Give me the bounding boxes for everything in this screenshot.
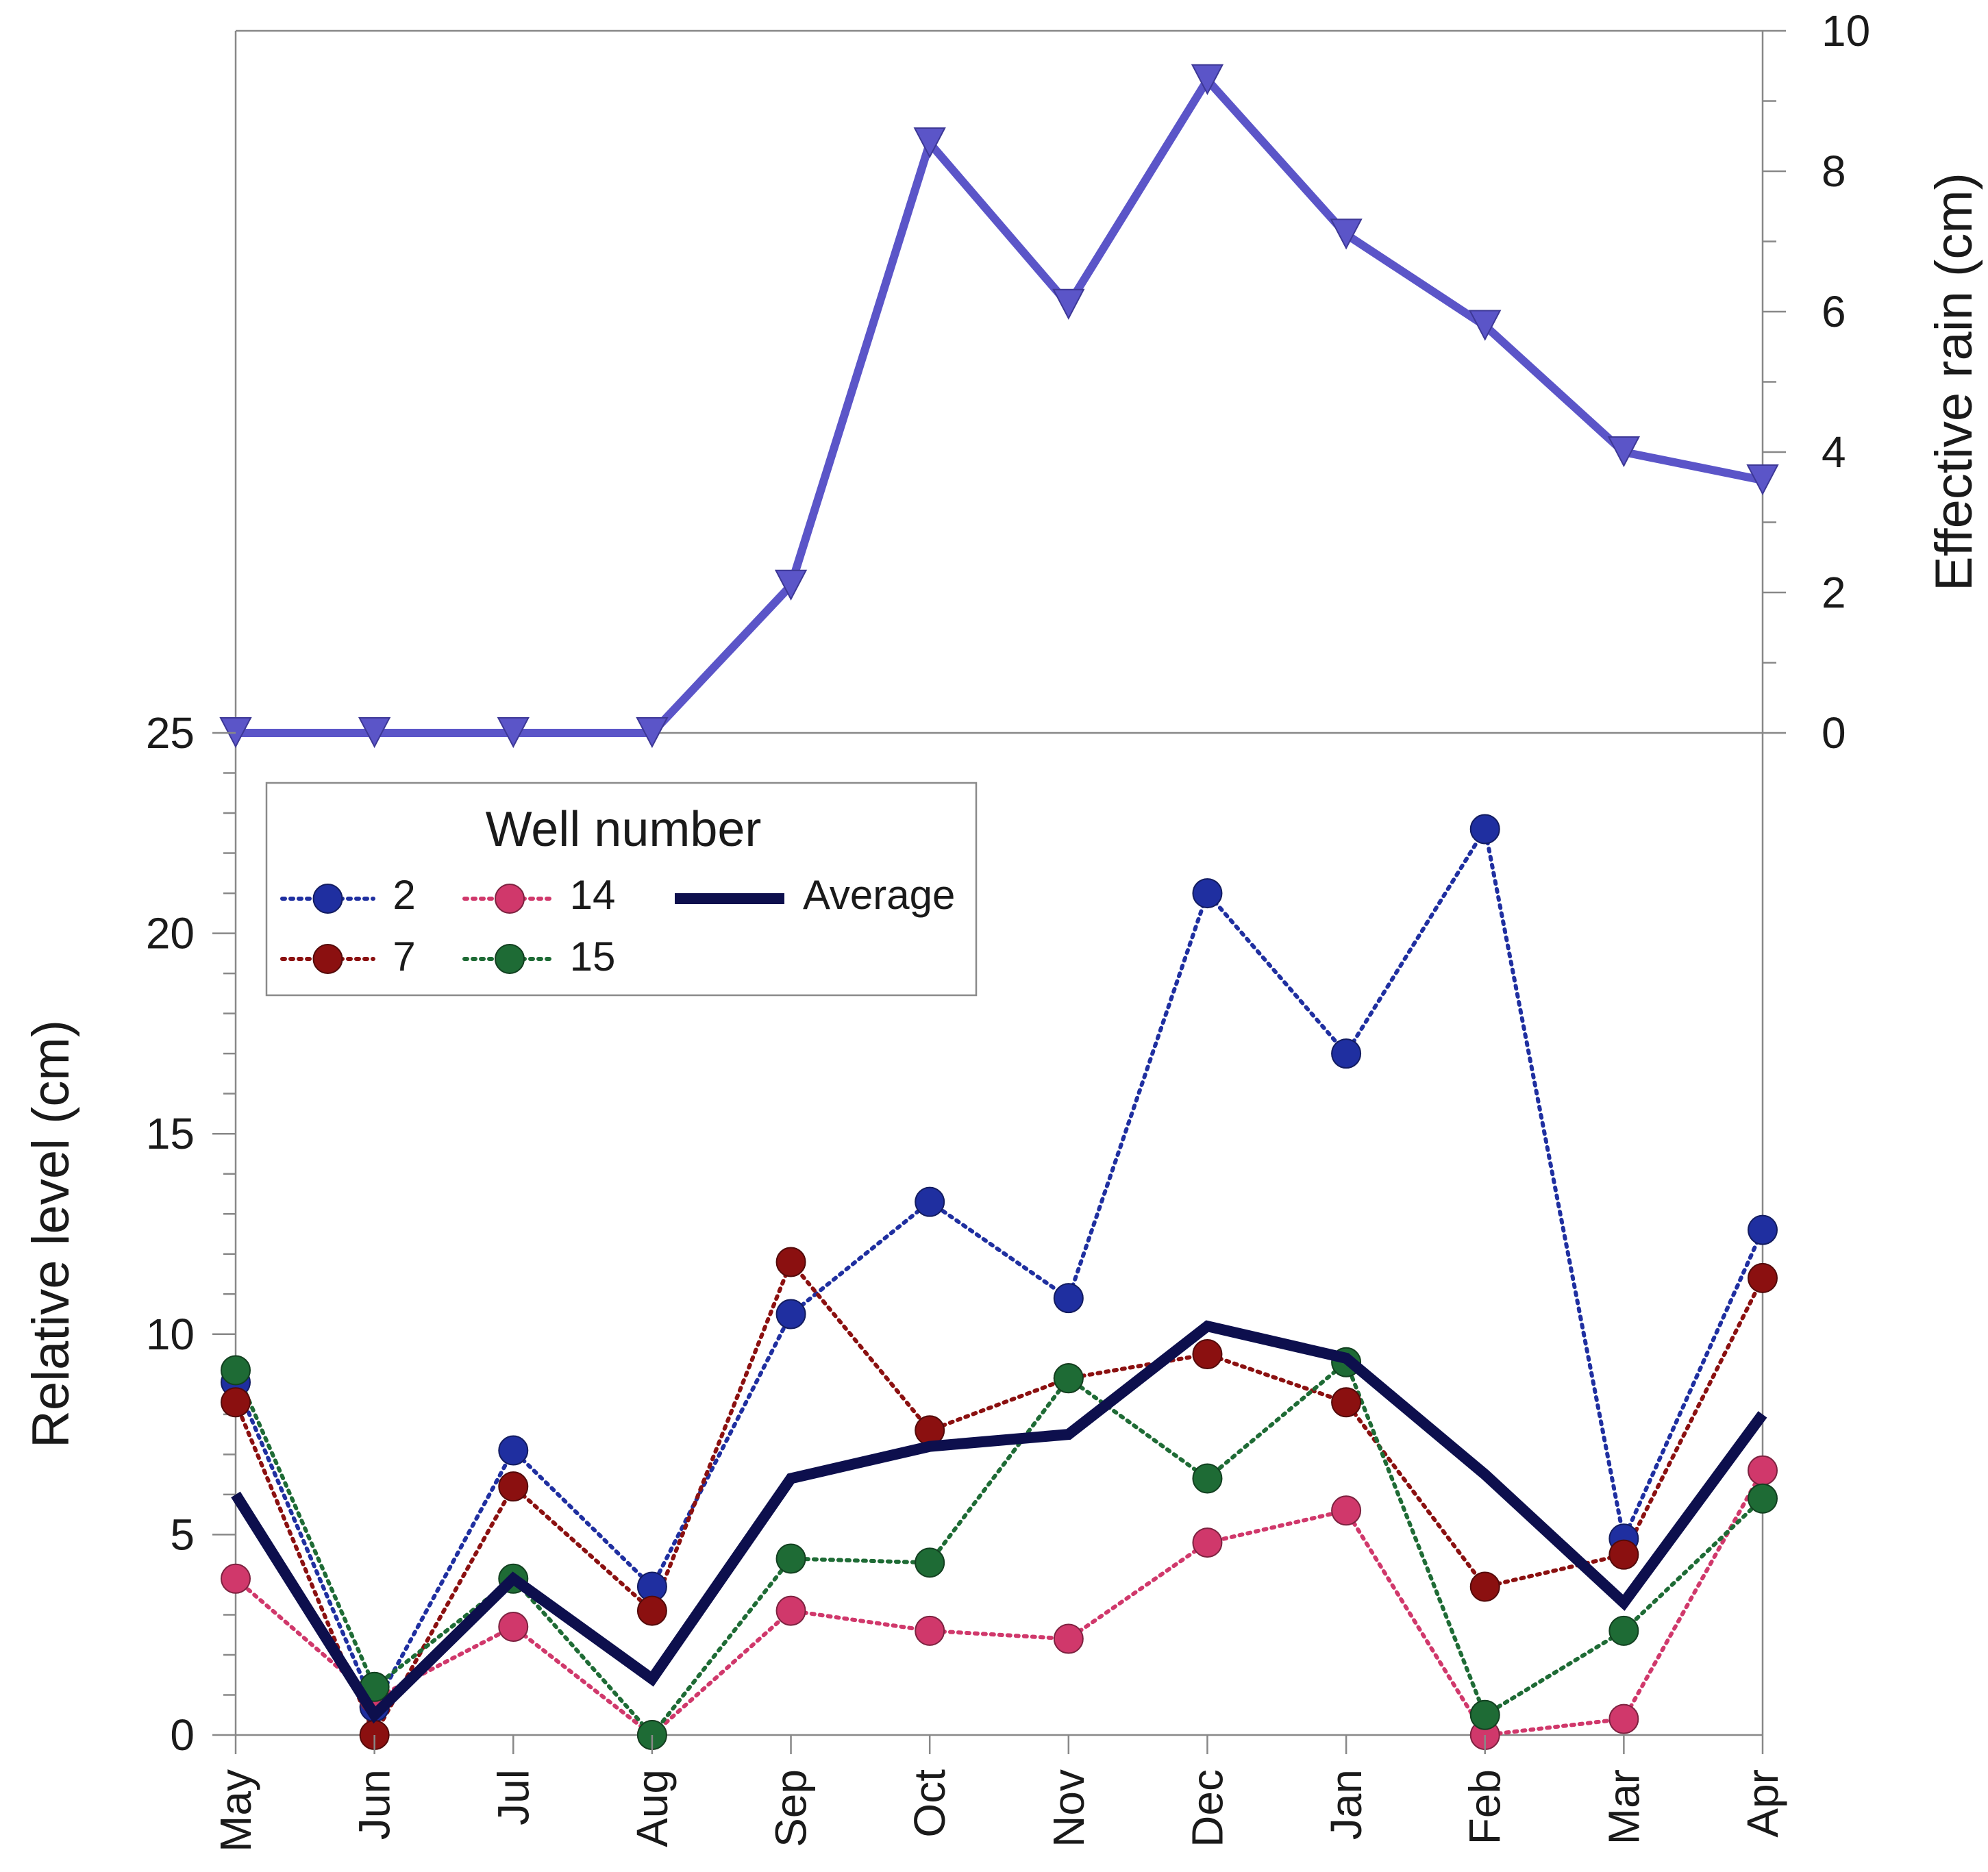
rain-marker (497, 717, 530, 749)
well-14-marker (915, 1615, 945, 1646)
top-panel: 0 2 4 6 8 10 Effective rain (cm) (219, 6, 1983, 758)
well-15-marker (221, 1355, 251, 1386)
well-2-marker (1748, 1214, 1778, 1245)
legend-label-7: 7 (393, 934, 415, 979)
well-14-marker (1748, 1455, 1778, 1486)
rain-marker (1746, 464, 1779, 496)
legend-well-14-marker (495, 884, 525, 914)
x-tick-label: Nov (1044, 1769, 1093, 1847)
left-axis-label: Relative level (cm) (22, 1020, 80, 1448)
well-7-marker (1608, 1539, 1639, 1570)
x-tick-label: Sep (767, 1769, 816, 1847)
right-axis-label: Effective rain (cm) (1925, 173, 1983, 591)
well-14-line (234, 1468, 1765, 1738)
right-tick-label: 10 (1822, 6, 1870, 55)
x-tick-label: Dec (1182, 1769, 1232, 1847)
x-tick-label: May (211, 1769, 260, 1852)
well-2-marker (1053, 1283, 1084, 1314)
left-tick-label: 5 (170, 1510, 195, 1559)
legend-well-7-marker (312, 944, 343, 974)
rain-line (236, 73, 1764, 737)
rain-marker (1607, 436, 1641, 468)
well-14-marker (1053, 1623, 1084, 1654)
legend-label-Average: Average (803, 872, 955, 918)
well-2-marker (915, 1186, 945, 1217)
well-2-marker (1192, 878, 1223, 909)
left-tick-label: 25 (146, 708, 195, 758)
well-2-line (234, 823, 1765, 1712)
well-7-marker (1748, 1262, 1778, 1293)
well-14-marker (1608, 1703, 1639, 1734)
well-7-marker (1192, 1339, 1223, 1370)
x-tick-label: Jun (350, 1769, 399, 1840)
legend: Well number 2 14 Average 7 15 (265, 782, 978, 997)
legend-well-2-marker (312, 884, 343, 914)
right-tick-label: 4 (1822, 427, 1846, 477)
well-7-marker (221, 1387, 251, 1418)
well-2-marker (1331, 1038, 1362, 1069)
right-tick-label: 2 (1822, 568, 1846, 617)
well-7-marker (775, 1247, 806, 1277)
rain-marker (636, 717, 669, 749)
well-15-marker (775, 1543, 806, 1574)
rain-marker (1469, 310, 1502, 341)
bottom-panel: 0 5 10 15 20 25 Relative level (cm) (22, 708, 1778, 1760)
legend-label-2: 2 (393, 872, 415, 918)
well-15-marker (1192, 1463, 1223, 1494)
well-7-marker (1469, 1571, 1500, 1602)
well-14-marker (1192, 1527, 1223, 1558)
rain-marker (913, 127, 946, 159)
average-line (231, 1320, 1767, 1724)
well-15-marker (1053, 1363, 1084, 1394)
x-tick-label: Oct (905, 1769, 954, 1838)
rain-marker (1052, 288, 1085, 320)
left-tick-label: 10 (146, 1310, 195, 1359)
x-tick-label: Jan (1321, 1769, 1371, 1840)
x-tick-label: Mar (1599, 1769, 1648, 1845)
well-7-marker (636, 1595, 667, 1626)
rain-marker (1191, 64, 1224, 95)
well-7-line (234, 1258, 1765, 1740)
well-2-marker (1469, 814, 1500, 845)
left-tick-label: 0 (170, 1710, 195, 1760)
legend-label-15: 15 (570, 934, 616, 979)
well-14-marker (1331, 1495, 1362, 1526)
x-tick-label: Feb (1461, 1769, 1510, 1845)
legend-well-15-marker (495, 944, 525, 974)
rain-marker (1330, 219, 1363, 250)
well-15-marker (1469, 1699, 1500, 1730)
right-tick-label: 8 (1822, 147, 1846, 196)
legend-box (265, 782, 978, 997)
rain-marker (774, 569, 808, 601)
rain-marker (358, 717, 391, 749)
right-tick-label: 0 (1822, 708, 1846, 758)
well-7-marker (498, 1471, 529, 1502)
well-7-marker (1331, 1387, 1362, 1418)
legend-title: Well number (486, 802, 762, 857)
legend-label-14: 14 (570, 872, 616, 918)
left-tick-label: 20 (146, 909, 195, 958)
x-tick-label: Apr (1738, 1769, 1787, 1838)
well-14-marker (221, 1563, 251, 1594)
well-15-marker (915, 1547, 945, 1578)
well-14-marker (775, 1595, 806, 1626)
well-2-marker (498, 1435, 529, 1466)
x-tick-label: Aug (628, 1769, 677, 1847)
x-axis: May Jun Jul Aug Sep Oct Nov Dec Jan Feb Mar Apr (211, 1735, 1787, 1852)
right-tick-label: 6 (1822, 287, 1846, 336)
left-tick-label: 15 (146, 1109, 195, 1158)
well-15-marker (1748, 1483, 1778, 1514)
x-tick-label: Jul (488, 1769, 538, 1825)
well-2-marker (775, 1299, 806, 1330)
well-14-marker (498, 1611, 529, 1642)
well-15-marker (1608, 1615, 1639, 1646)
